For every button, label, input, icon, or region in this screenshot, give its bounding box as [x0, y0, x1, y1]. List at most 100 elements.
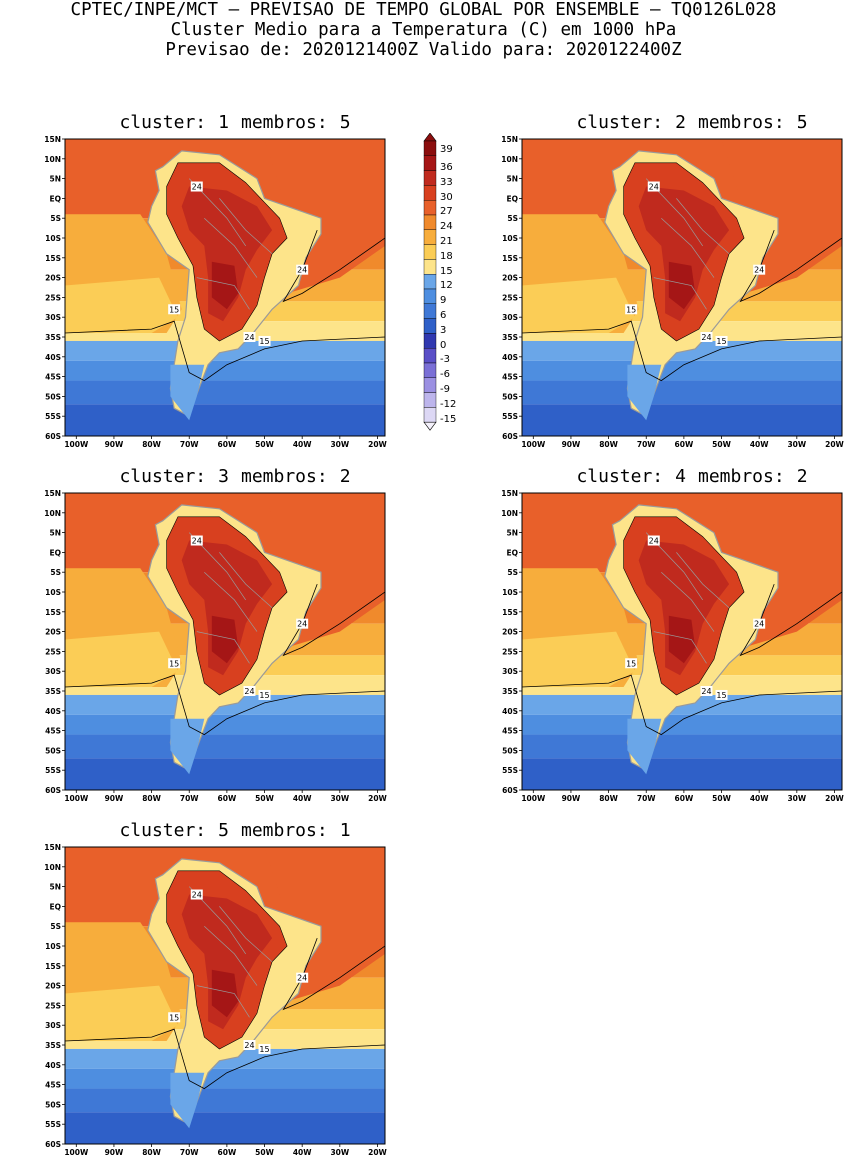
pacific-cooler-region: [65, 277, 178, 333]
colorbar-segment: [423, 303, 437, 319]
contour-label: 15: [716, 337, 726, 346]
temperature-band: [522, 758, 842, 790]
lon-tick-label: 80W: [599, 794, 618, 803]
country-border: [196, 277, 250, 310]
lon-tick-label: 80W: [599, 440, 618, 449]
lat-tick-label: 30S: [45, 667, 61, 676]
lon-tick-label: 30W: [787, 794, 806, 803]
lat-tick-label: 25S: [45, 293, 61, 302]
country-border: [661, 571, 715, 632]
colorbar-segment: [423, 377, 437, 393]
colorbar-label: 21: [440, 236, 453, 248]
contour-label: 15: [259, 1045, 269, 1054]
contour-label-box: [715, 689, 728, 700]
lat-tick-label: EQ: [507, 548, 519, 557]
contour-line-24: [282, 583, 385, 657]
lon-tick-label: 80W: [142, 440, 161, 449]
lon-tick-label: 60W: [675, 794, 694, 803]
cluster-number: 5: [218, 820, 229, 841]
temperature-band: [65, 1112, 385, 1144]
members-count: 5: [796, 112, 808, 133]
contour-line-24: [282, 937, 385, 1011]
header-line-3: Previsao de: 2020121400Z Valido para: 20…: [165, 40, 682, 60]
cluster-label: cluster:: [576, 466, 664, 487]
contour-label: 15: [169, 305, 179, 314]
cluster-label: cluster:: [119, 820, 207, 841]
contour-27-region: [181, 540, 273, 676]
contour-27-region: [638, 540, 730, 676]
panel-title: cluster: 2 membros: 5: [492, 112, 847, 133]
lon-tick-label: 60W: [218, 1148, 237, 1157]
colorbar-label: 9: [440, 295, 447, 307]
lat-tick-label: EQ: [507, 194, 519, 203]
contour-label-box: [258, 689, 271, 700]
lat-tick-label: 25S: [502, 647, 518, 656]
contour-label: 24: [297, 620, 307, 629]
country-border: [645, 178, 703, 247]
lat-tick-label: 5S: [507, 568, 518, 577]
contour-label: 15: [169, 1013, 179, 1022]
contour-label: 15: [259, 691, 269, 700]
contour-label-box: [190, 181, 203, 192]
lat-tick-label: 10N: [44, 509, 61, 518]
colorbar: 39 36 33 30 27 24 21 18 15 12 9 6 3 0 -3 -6 -9 -12 -15: [420, 132, 480, 443]
contour-label: 15: [626, 659, 636, 668]
colorbar-label: 30: [440, 191, 453, 203]
lon-tick-label: 60W: [675, 440, 694, 449]
colorbar-segment: [423, 288, 437, 305]
contour-line-15: [522, 674, 842, 736]
lon-tick-label: 100W: [521, 794, 546, 803]
lat-tick-label: 10S: [45, 234, 61, 243]
lat-tick-label: 35S: [45, 333, 61, 342]
country-border: [204, 571, 258, 632]
colorbar-segment: [423, 259, 437, 275]
cluster-number: 1: [218, 112, 229, 133]
temperature-map: 24 24 24 15 15 15N 10N 5N EQ 5S 10S 15S 20S 25S 30S 35S…: [501, 135, 844, 449]
lat-tick-label: 40S: [45, 353, 61, 362]
temperature-map: 24 24 24 15 15 15N 10N 5N EQ 5S 10S 15S 20S 25S 30S 35S…: [501, 489, 844, 803]
colorbar-label: 3: [440, 324, 447, 336]
lat-tick-label: 55S: [502, 766, 518, 775]
lat-tick-label: 60S: [45, 432, 61, 441]
pacific-cooler-region: [65, 985, 178, 1041]
colorbar-segment: [423, 407, 437, 423]
contour-label-box: [296, 264, 309, 275]
colorbar-label: 27: [440, 206, 453, 218]
contour-label: 15: [259, 337, 269, 346]
temperature-map: 24 24 24 15 15 15N 10N 5N EQ 5S 10S 15S 20S 25S 30S 35S…: [44, 843, 387, 1157]
contour-label-box: [753, 618, 766, 629]
panel-title: cluster: 5 membros: 1: [35, 820, 435, 841]
map-panel-cluster-2: cluster: 2 membros: 5 24 24 24 15 15 15N 10N 5N EQ 5S…: [492, 112, 847, 457]
colorbar-label: -3: [440, 354, 450, 366]
map-frame: [64, 138, 386, 437]
colorbar-label: 6: [440, 310, 447, 322]
lon-tick-label: 40W: [750, 794, 769, 803]
contour-label: 24: [244, 333, 254, 342]
contour-label-box: [700, 332, 713, 342]
contour-label: 15: [626, 305, 636, 314]
lat-tick-label: 10N: [501, 155, 518, 164]
lat-tick-label: 25S: [45, 647, 61, 656]
cluster-number: 2: [675, 112, 686, 133]
contour-label-box: [190, 535, 203, 546]
lat-tick-label: 15S: [502, 254, 518, 263]
contour-line-24: [739, 583, 842, 657]
lat-tick-label: 20S: [45, 274, 61, 283]
contour-label: 24: [701, 333, 711, 342]
lon-tick-label: 70W: [180, 794, 199, 803]
colorbar-label: -12: [440, 398, 457, 410]
contour-line-15: [522, 320, 842, 382]
lat-tick-label: 40S: [45, 707, 61, 716]
contour-label-box: [243, 1040, 256, 1050]
header-line-2: Cluster Medio para a Temperatura (C) em …: [170, 20, 677, 40]
lat-tick-label: 20S: [45, 628, 61, 637]
members-count: 2: [339, 466, 351, 487]
contour-line-24: [739, 229, 842, 303]
contour-label-box: [258, 335, 271, 346]
country-border: [188, 178, 246, 247]
lon-tick-label: 30W: [330, 440, 349, 449]
contour-30-region: [668, 261, 696, 310]
colorbar-segment: [423, 170, 437, 186]
contour-label-box: [258, 1043, 271, 1054]
lat-tick-label: 5N: [50, 175, 62, 184]
